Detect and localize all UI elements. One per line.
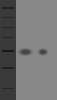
Bar: [2, 67, 14, 69]
Bar: [2, 17, 14, 18]
Ellipse shape: [39, 50, 46, 54]
Ellipse shape: [37, 48, 48, 56]
Bar: [2, 27, 14, 28]
Ellipse shape: [19, 49, 31, 55]
Bar: [2, 37, 14, 38]
Ellipse shape: [20, 49, 30, 55]
Bar: [15, 0, 57, 100]
Ellipse shape: [17, 48, 33, 56]
Bar: [0, 0, 15, 100]
Ellipse shape: [22, 50, 28, 54]
Ellipse shape: [41, 51, 43, 53]
Bar: [2, 88, 14, 89]
Bar: [2, 50, 14, 52]
Ellipse shape: [40, 50, 45, 54]
Ellipse shape: [23, 51, 27, 53]
Ellipse shape: [38, 49, 47, 55]
Bar: [2, 7, 14, 9]
